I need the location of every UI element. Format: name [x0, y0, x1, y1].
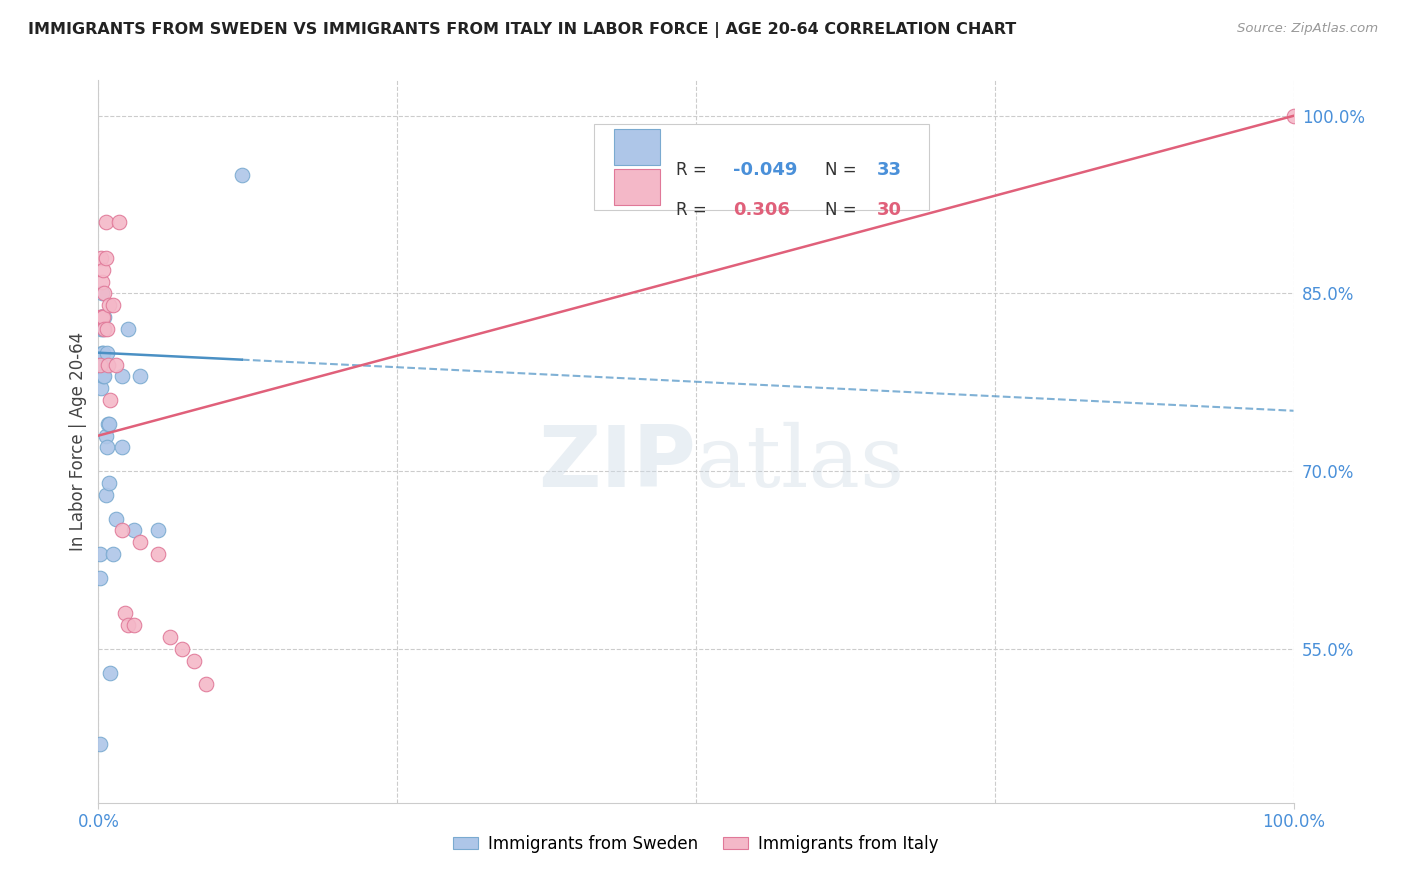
- Point: [91, 310, 114, 325]
- Point: [93, 322, 115, 336]
- Point: [98, 417, 121, 431]
- Text: 0.306: 0.306: [733, 201, 790, 219]
- Point: [105, 511, 128, 525]
- Point: [91, 345, 114, 359]
- Point: [91, 275, 114, 289]
- Point: [159, 630, 181, 644]
- Point: [93, 310, 115, 325]
- Point: [111, 369, 134, 384]
- Point: [90, 358, 112, 372]
- Point: [124, 618, 146, 632]
- Point: [90, 322, 112, 336]
- Point: [90, 381, 112, 395]
- Point: [91, 286, 114, 301]
- Legend: Immigrants from Sweden, Immigrants from Italy: Immigrants from Sweden, Immigrants from …: [447, 828, 945, 860]
- Point: [91, 262, 114, 277]
- Text: N =: N =: [825, 201, 862, 219]
- Text: Source: ZipAtlas.com: Source: ZipAtlas.com: [1237, 22, 1378, 36]
- Point: [94, 215, 117, 229]
- Point: [98, 665, 122, 680]
- Point: [89, 358, 111, 372]
- Point: [94, 428, 117, 442]
- Point: [91, 345, 114, 359]
- Point: [148, 547, 170, 561]
- Point: [90, 251, 112, 265]
- Point: [111, 441, 134, 455]
- Point: [117, 618, 139, 632]
- Text: ZIP: ZIP: [538, 422, 696, 505]
- Point: [89, 310, 111, 325]
- Point: [96, 345, 118, 359]
- Point: [97, 358, 120, 372]
- Point: [111, 524, 134, 538]
- Point: [172, 641, 194, 656]
- Point: [105, 358, 128, 372]
- Point: [114, 607, 136, 621]
- Point: [94, 488, 117, 502]
- Point: [89, 571, 111, 585]
- FancyBboxPatch shape: [595, 124, 929, 211]
- Point: [94, 251, 117, 265]
- Point: [183, 654, 205, 668]
- Point: [97, 417, 120, 431]
- FancyBboxPatch shape: [613, 129, 661, 165]
- Text: N =: N =: [825, 161, 862, 179]
- Text: 33: 33: [876, 161, 901, 179]
- Text: IMMIGRANTS FROM SWEDEN VS IMMIGRANTS FROM ITALY IN LABOR FORCE | AGE 20-64 CORRE: IMMIGRANTS FROM SWEDEN VS IMMIGRANTS FRO…: [28, 22, 1017, 38]
- Point: [148, 524, 170, 538]
- Point: [231, 168, 253, 182]
- Point: [117, 322, 139, 336]
- Point: [89, 547, 111, 561]
- Text: -0.049: -0.049: [733, 161, 797, 179]
- Point: [98, 475, 121, 490]
- Text: R =: R =: [676, 161, 711, 179]
- Point: [107, 215, 129, 229]
- Point: [101, 547, 124, 561]
- Point: [91, 310, 114, 325]
- Point: [90, 310, 112, 325]
- Text: R =: R =: [676, 201, 711, 219]
- Point: [89, 737, 111, 751]
- Text: 30: 30: [876, 201, 901, 219]
- Point: [91, 369, 114, 384]
- Point: [96, 441, 118, 455]
- Text: atlas: atlas: [696, 422, 905, 505]
- Point: [195, 677, 218, 691]
- Point: [124, 524, 146, 538]
- Point: [1282, 109, 1305, 123]
- Point: [98, 393, 122, 408]
- Y-axis label: In Labor Force | Age 20-64: In Labor Force | Age 20-64: [69, 332, 87, 551]
- Point: [129, 369, 152, 384]
- Point: [91, 322, 114, 336]
- Point: [93, 369, 115, 384]
- FancyBboxPatch shape: [613, 169, 661, 204]
- Point: [93, 286, 115, 301]
- Point: [129, 535, 152, 549]
- Point: [96, 322, 118, 336]
- Point: [101, 298, 124, 312]
- Point: [91, 310, 114, 325]
- Point: [90, 310, 112, 325]
- Point: [98, 298, 121, 312]
- Point: [91, 310, 114, 325]
